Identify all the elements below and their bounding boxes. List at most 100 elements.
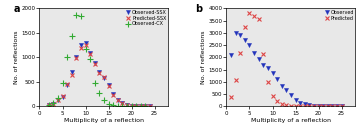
Predicted-SSX <box>70 74 74 75</box>
Predicted-SSX <box>125 104 129 106</box>
Observed-SSX <box>102 77 106 79</box>
Observed <box>233 32 238 34</box>
Observed-CX <box>130 106 134 107</box>
Predicted <box>252 15 256 17</box>
Observed-SSX <box>74 57 79 58</box>
Predicted-SSX <box>47 104 51 106</box>
Line: Predicted: Predicted <box>229 11 344 109</box>
Y-axis label: No. of reflections: No. of reflections <box>14 31 19 84</box>
Observed-SSX <box>79 44 83 46</box>
Observed-CX <box>106 103 111 105</box>
Observed-CX <box>120 105 125 107</box>
Predicted <box>321 106 325 107</box>
Observed-SSX <box>125 104 129 106</box>
Observed-CX <box>97 92 102 94</box>
Observed <box>326 105 330 107</box>
Observed-SSX <box>60 96 65 97</box>
Observed-SSX <box>56 99 60 101</box>
Line: Observed: Observed <box>229 31 344 108</box>
Predicted <box>312 106 316 107</box>
Predicted-SSX <box>139 105 143 107</box>
Observed-SSX <box>51 103 55 105</box>
Predicted <box>307 106 312 107</box>
Observed-CX <box>134 106 138 107</box>
Predicted <box>289 105 293 107</box>
Predicted-SSX <box>79 47 83 48</box>
Legend: Observed-SSX, Predicted-SSX, Observed-CX: Observed-SSX, Predicted-SSX, Observed-CX <box>125 9 167 27</box>
Predicted <box>229 96 233 98</box>
Predicted-SSX <box>106 85 111 87</box>
Observed <box>261 64 265 66</box>
Observed-SSX <box>130 105 134 107</box>
Observed-SSX <box>148 106 152 107</box>
Predicted-SSX <box>97 72 102 74</box>
Predicted-SSX <box>83 44 88 46</box>
Predicted <box>266 81 270 83</box>
Observed-CX <box>70 35 74 37</box>
Predicted-SSX <box>120 102 125 104</box>
Y-axis label: No. of reflections: No. of reflections <box>201 31 205 84</box>
Observed-CX <box>51 103 55 104</box>
Predicted <box>326 106 330 107</box>
Observed <box>293 99 298 101</box>
Observed <box>298 102 302 104</box>
Predicted <box>284 104 289 106</box>
Predicted <box>270 95 275 97</box>
Predicted <box>261 53 265 55</box>
Observed-SSX <box>65 84 69 86</box>
Predicted-SSX <box>148 106 152 107</box>
Observed-CX <box>125 105 129 107</box>
Observed-SSX <box>106 84 111 86</box>
Predicted <box>238 52 242 53</box>
Line: Observed-SSX: Observed-SSX <box>47 41 152 108</box>
Predicted <box>330 106 335 107</box>
X-axis label: Multiplicity of a reflection: Multiplicity of a reflection <box>251 118 331 123</box>
Predicted <box>303 106 307 107</box>
Observed-SSX <box>111 93 115 95</box>
Line: Observed-CX: Observed-CX <box>46 12 148 109</box>
Predicted <box>233 79 238 81</box>
Text: b: b <box>196 4 202 14</box>
Predicted-SSX <box>134 105 138 107</box>
Observed-SSX <box>93 62 97 64</box>
Observed-CX <box>143 106 148 107</box>
Observed-SSX <box>83 42 88 44</box>
Observed-CX <box>139 106 143 107</box>
Text: a: a <box>14 4 20 14</box>
Observed <box>247 44 252 46</box>
Predicted <box>293 105 298 107</box>
Observed <box>316 105 321 107</box>
Observed-SSX <box>47 105 51 106</box>
Observed <box>243 39 247 41</box>
Observed-CX <box>116 105 120 107</box>
Predicted-SSX <box>102 76 106 78</box>
Observed <box>270 73 275 74</box>
Predicted-SSX <box>111 94 115 95</box>
Observed-SSX <box>139 105 143 107</box>
Predicted <box>340 106 344 107</box>
Predicted-SSX <box>65 83 69 85</box>
Predicted-SSX <box>60 95 65 97</box>
Legend: Observed, Predicted: Observed, Predicted <box>324 9 354 21</box>
Predicted <box>316 106 321 107</box>
Observed <box>340 106 344 107</box>
Observed <box>335 106 339 107</box>
Observed-SSX <box>88 52 92 53</box>
Observed-CX <box>65 57 69 58</box>
Observed-SSX <box>143 105 148 107</box>
Predicted <box>257 18 261 20</box>
Predicted-SSX <box>143 105 148 107</box>
Observed <box>252 52 256 53</box>
Observed-CX <box>88 59 92 60</box>
Predicted <box>243 26 247 28</box>
Predicted <box>280 103 284 105</box>
Observed-SSX <box>116 99 120 101</box>
Observed <box>321 105 325 107</box>
Predicted-SSX <box>116 99 120 100</box>
Observed-SSX <box>70 71 74 73</box>
Observed <box>303 104 307 105</box>
Observed <box>307 104 312 106</box>
Observed <box>312 105 316 107</box>
Observed-CX <box>111 105 115 106</box>
Observed-CX <box>83 48 88 49</box>
